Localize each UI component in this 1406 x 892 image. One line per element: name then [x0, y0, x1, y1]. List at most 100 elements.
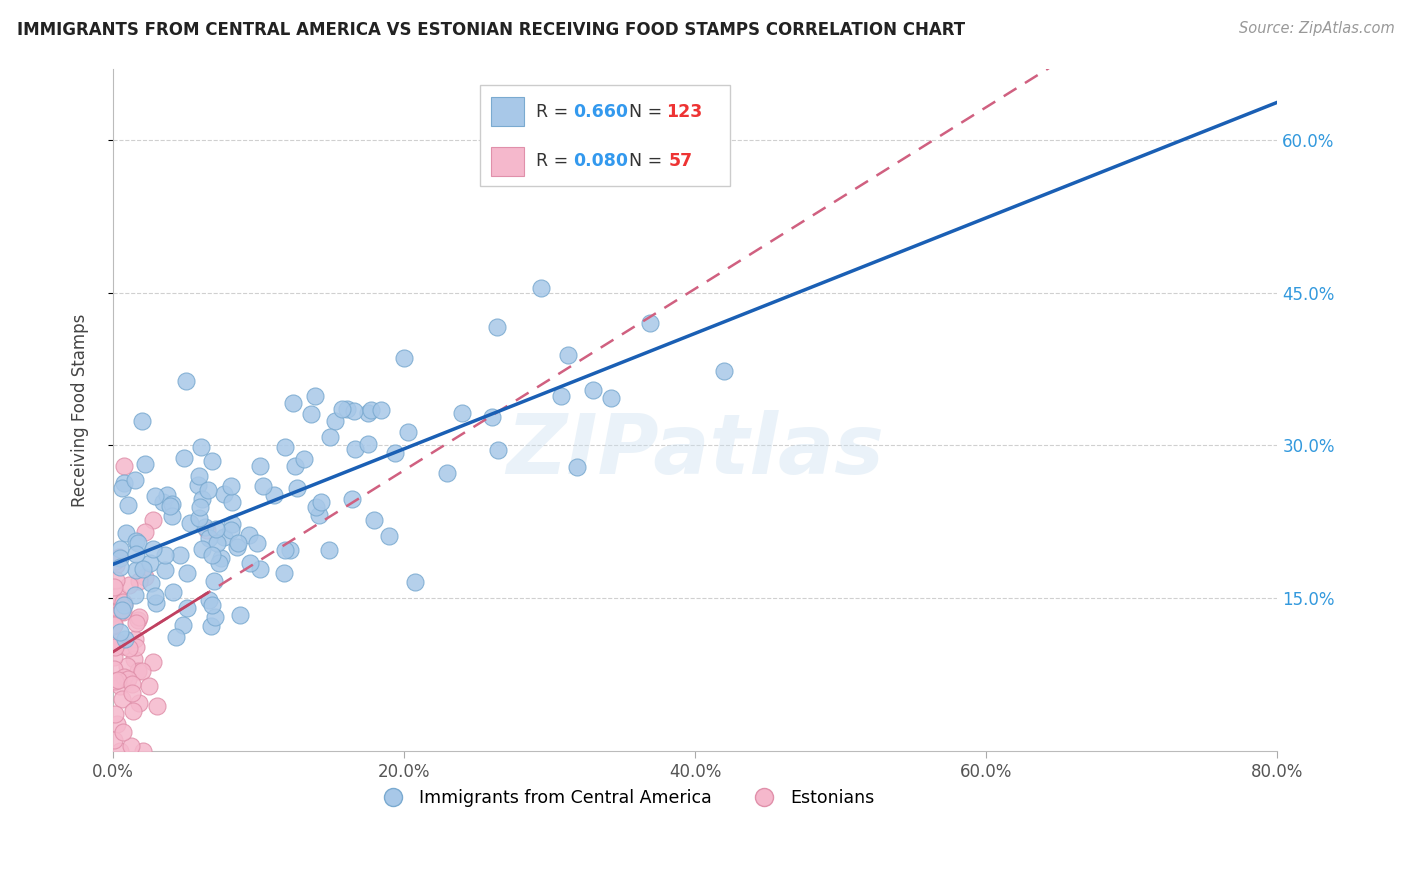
Point: [190, 440, 212, 454]
Point: [212, 530, 235, 544]
Point: [225, 541, 247, 555]
Point: [172, 618, 194, 632]
FancyBboxPatch shape: [479, 85, 730, 186]
Point: [451, 406, 474, 420]
Point: [120, 739, 142, 753]
Point: [112, 599, 135, 613]
Text: 123: 123: [666, 103, 702, 121]
Point: [252, 479, 274, 493]
Point: [713, 364, 735, 378]
Point: [104, 640, 127, 655]
Point: [229, 607, 252, 622]
Text: ZIPatlas: ZIPatlas: [506, 410, 884, 491]
Text: 0.660: 0.660: [572, 103, 628, 121]
Point: [363, 513, 385, 527]
Point: [118, 578, 141, 592]
Point: [138, 556, 160, 570]
Point: [153, 563, 176, 577]
Point: [357, 436, 380, 450]
Point: [142, 655, 165, 669]
Point: [304, 389, 326, 403]
Point: [125, 534, 148, 549]
Point: [436, 466, 458, 480]
Point: [134, 457, 156, 471]
Point: [103, 580, 125, 594]
Text: 0.080: 0.080: [572, 152, 628, 169]
Point: [115, 658, 138, 673]
Point: [179, 516, 201, 530]
Point: [143, 489, 166, 503]
Point: [124, 547, 146, 561]
Point: [110, 744, 132, 758]
Point: [128, 610, 150, 624]
Point: [122, 652, 145, 666]
Point: [274, 542, 297, 557]
Point: [274, 440, 297, 454]
Point: [108, 605, 131, 619]
Point: [108, 624, 131, 639]
Point: [205, 536, 228, 550]
Point: [357, 405, 380, 419]
Point: [165, 630, 187, 644]
Point: [103, 638, 125, 652]
Point: [246, 535, 269, 549]
Point: [205, 522, 228, 536]
Point: [638, 317, 661, 331]
Point: [131, 414, 153, 428]
Point: [377, 529, 399, 543]
Point: [194, 520, 217, 534]
Point: [198, 531, 221, 545]
Point: [249, 562, 271, 576]
Point: [281, 396, 304, 410]
Point: [108, 679, 131, 693]
Point: [103, 607, 125, 621]
Point: [112, 605, 135, 619]
Point: [112, 595, 135, 609]
Point: [103, 733, 125, 747]
Point: [305, 500, 328, 515]
Point: [278, 542, 301, 557]
Point: [162, 585, 184, 599]
Point: [153, 549, 176, 563]
Point: [292, 451, 315, 466]
Point: [114, 632, 136, 647]
Point: [104, 673, 127, 688]
Point: [107, 634, 129, 648]
Point: [127, 664, 149, 678]
Point: [323, 414, 346, 428]
Point: [160, 508, 183, 523]
Point: [311, 495, 333, 509]
Point: [396, 425, 419, 439]
Point: [145, 596, 167, 610]
Bar: [491, 147, 524, 176]
Y-axis label: Receiving Food Stamps: Receiving Food Stamps: [72, 313, 89, 507]
Point: [404, 574, 426, 589]
Point: [201, 598, 224, 612]
Point: [318, 543, 340, 558]
Point: [114, 525, 136, 540]
Point: [169, 548, 191, 562]
Point: [197, 523, 219, 537]
Point: [159, 500, 181, 514]
Point: [146, 699, 169, 714]
Point: [481, 409, 503, 424]
Point: [330, 402, 353, 417]
Point: [582, 383, 605, 397]
Point: [112, 476, 135, 491]
Point: [125, 640, 148, 655]
Point: [111, 640, 134, 654]
Point: [550, 389, 572, 403]
Point: [209, 551, 232, 566]
Point: [557, 348, 579, 362]
Point: [285, 481, 308, 495]
Point: [142, 541, 165, 556]
Text: N =: N =: [628, 103, 668, 121]
Point: [125, 563, 148, 577]
Text: Source: ZipAtlas.com: Source: ZipAtlas.com: [1239, 21, 1395, 36]
Text: R =: R =: [536, 103, 574, 121]
Point: [103, 662, 125, 676]
Point: [226, 536, 249, 550]
Point: [111, 692, 134, 706]
Point: [249, 458, 271, 473]
Point: [121, 686, 143, 700]
